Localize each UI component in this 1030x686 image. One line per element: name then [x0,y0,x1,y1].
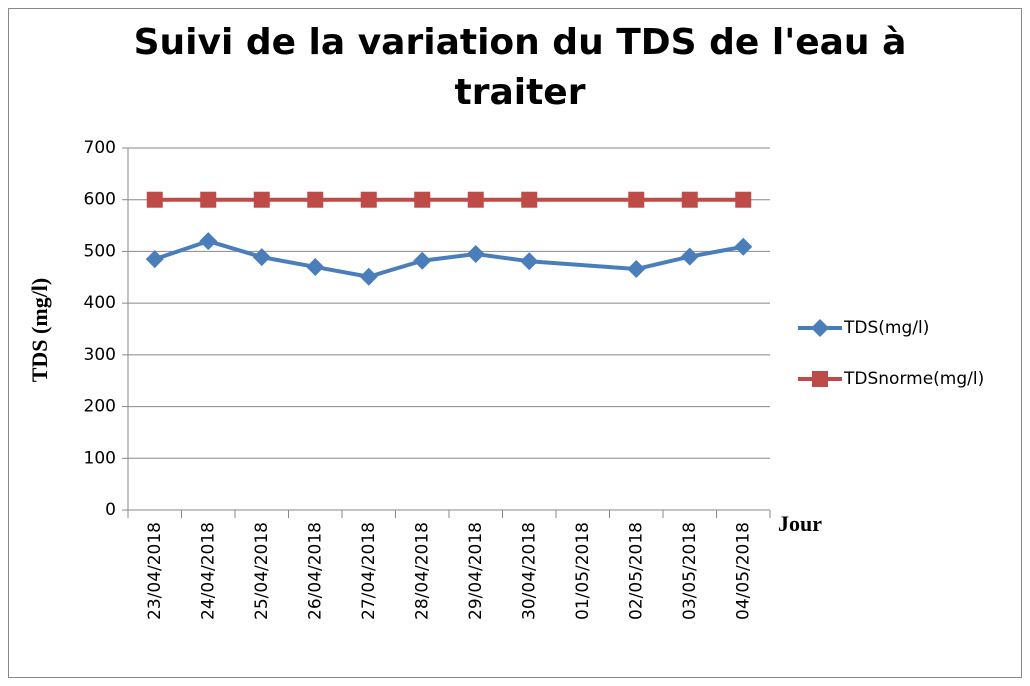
data-point [145,250,164,269]
data-point [359,267,378,286]
x-tick-label: 02/05/2018 [626,522,646,620]
legend-marker [811,319,829,337]
x-tick-label: 28/04/2018 [412,522,432,620]
series-line [154,239,530,279]
y-tick-label: 100 [84,448,116,468]
data-point [199,232,218,251]
data-point [146,191,163,208]
y-tick-label: 200 [84,397,116,417]
y-axis-label: TDS (mg/l) [27,278,52,383]
data-point [306,257,325,276]
data-point [253,191,270,208]
x-tick-label: 30/04/2018 [519,522,539,620]
data-point [413,251,432,270]
x-tick-label: 25/04/2018 [252,522,272,620]
data-point [734,237,753,256]
data-point [200,191,217,208]
data-point [307,191,324,208]
data-point [520,252,539,271]
x-tick-label: 27/04/2018 [359,522,379,620]
x-tick-label: 26/04/2018 [305,522,325,620]
y-tick-label: 400 [84,293,116,313]
legend-label: TDSnorme(mg/l) [843,369,984,389]
legend-label: TDS(mg/l) [843,318,929,338]
y-tick-label: 500 [84,241,116,261]
data-point [681,191,698,208]
x-tick-label: 04/05/2018 [733,522,753,620]
data-point [735,191,752,208]
chart-title: Suivi de la variation du TDS de l'eau à … [133,22,907,113]
x-axis-label: Jour [778,511,822,536]
y-tick-label: 0 [105,500,116,520]
data-point [466,245,485,264]
x-tick-label: 23/04/2018 [145,522,165,620]
x-tick-label: 03/05/2018 [680,522,700,620]
data-point [467,191,484,208]
data-point [628,191,645,208]
y-tick-label: 300 [84,345,116,365]
x-tick-label: 24/04/2018 [198,522,218,620]
data-point [414,191,431,208]
legend-marker [812,371,828,387]
y-tick-label: 600 [84,190,116,210]
data-point [252,248,271,267]
chart-border [8,8,1022,678]
data-point [680,247,699,266]
data-point [360,191,377,208]
data-point [627,260,646,279]
data-point [521,191,538,208]
y-tick-label: 700 [84,138,116,158]
x-tick-label: 29/04/2018 [466,522,486,620]
gap-connector [529,259,637,272]
x-tick-label: 01/05/2018 [573,522,593,620]
